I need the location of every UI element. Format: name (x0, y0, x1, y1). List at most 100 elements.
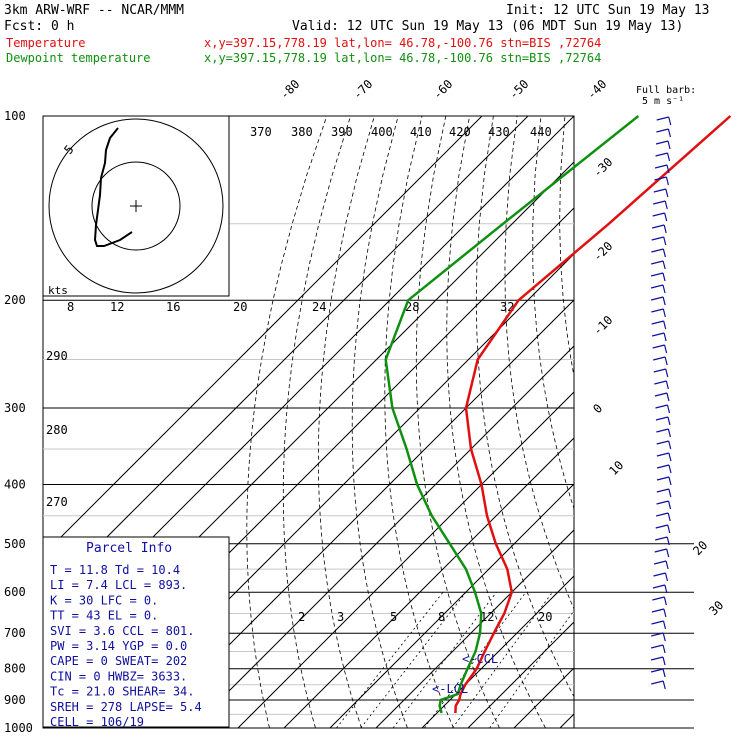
wind-barb (652, 344, 665, 349)
wind-barb-flag (665, 368, 669, 378)
wind-barb (654, 176, 667, 181)
parcel-info-row: SVI = 3.6 CCL = 801. (50, 624, 195, 638)
dewpoint-info: x,y=397.15,778.19 lat,lon= 46.78,-100.76… (204, 51, 601, 65)
wind-barb (654, 380, 667, 385)
adiabat-label: 430 (488, 125, 510, 139)
wind-barb (651, 248, 664, 253)
parcel-info-row: CIN = 0 HWBZ= 3633. (50, 669, 187, 683)
wind-barb (651, 632, 664, 637)
parcel-info-box: Parcel Info T = 11.8 Td = 10.4LI = 7.4 L… (42, 536, 230, 729)
wind-barb-flag (667, 500, 672, 510)
mixing-ratio-label: 2 (298, 610, 305, 624)
dry-adiabat (611, 116, 740, 728)
wind-barbs (650, 116, 672, 690)
wind-barb-flag (662, 296, 666, 306)
wind-barb (650, 296, 664, 301)
wind-barb-flag (668, 116, 672, 126)
wind-barb-flag (664, 572, 669, 582)
wind-barb (653, 572, 666, 577)
pressure-labels: 100 200 300 400 500 600 700 800 900 1000 (4, 109, 33, 735)
wind-barb (652, 224, 665, 229)
isotherm-line (237, 391, 574, 728)
hodograph-speed-label: 20 (233, 300, 247, 314)
wind-barb-flag (665, 176, 670, 186)
adiabat-label: 270 (46, 495, 68, 509)
temperature-profile-line (454, 115, 732, 714)
mixing-ratio-line (360, 591, 467, 728)
lcl-marker: <-LCL (432, 682, 468, 696)
pressure-tick-label: 400 (4, 477, 26, 491)
isotherm-tick-label: 20 (690, 538, 710, 558)
adiabat-label: 410 (410, 125, 432, 139)
dry-adiabat (559, 116, 574, 379)
wind-barb-flag (663, 224, 667, 234)
parcel-info-row: SREH = 278 LAPSE= 5.4 (50, 700, 202, 714)
wind-barb (654, 392, 668, 397)
isotherm-line (43, 116, 529, 602)
wind-barb (653, 188, 666, 193)
wind-barb (655, 416, 669, 421)
isotherm-tick-label: -60 (430, 77, 455, 102)
wind-barb (654, 548, 667, 553)
mixing-ratio-label: 12 (480, 610, 494, 624)
dry-adiabat (586, 116, 740, 728)
wind-barb-flag (663, 332, 667, 342)
wind-barb-flag (667, 128, 672, 138)
dry-adiabat (532, 116, 574, 510)
wind-barb (652, 596, 665, 601)
ccl-marker: <-CCL (462, 652, 498, 666)
wind-barb-flag (668, 464, 672, 474)
wind-barb-flag (662, 668, 666, 678)
temperature-label: Temperature (6, 36, 85, 50)
wind-barb-flag (663, 236, 667, 246)
isotherm-tick-label: 10 (606, 458, 626, 478)
wind-barb-flag (667, 140, 671, 150)
wind-barb (655, 524, 668, 529)
isotherm-line (283, 437, 574, 728)
adiabat-label: 290 (46, 349, 68, 363)
forecast-hour: Fcst: 0 h (4, 19, 74, 34)
wind-barb (653, 560, 667, 565)
dry-adiabat (732, 116, 740, 728)
wind-barb-flag (663, 596, 667, 606)
wind-barb-flag (668, 440, 672, 450)
wind-barb-flag (665, 560, 669, 570)
isotherm-tick-label: -10 (590, 313, 615, 338)
mixing-ratio-label: 3 (337, 610, 344, 624)
dewpoint-profile-line (384, 115, 640, 714)
wind-barb-flag (667, 512, 671, 522)
mixing-ratio-line (392, 591, 497, 728)
pressure-tick-label: 100 (4, 109, 26, 123)
hodograph-units: kts (48, 284, 68, 297)
wind-barb-flag (667, 428, 671, 438)
isotherm-line (145, 299, 574, 728)
wind-barb (651, 332, 665, 337)
isotherm-line (43, 116, 483, 556)
wind-barb (655, 404, 668, 409)
adiabat-label: 380 (291, 125, 313, 139)
hodograph-speed-label: 24 (312, 300, 326, 314)
adiabat-label: 440 (530, 125, 552, 139)
wind-barb (654, 164, 668, 169)
wind-barb (650, 272, 664, 277)
wind-barb (653, 200, 666, 205)
isotherm-tick-label: -80 (277, 77, 302, 102)
dewpoint-label: Dewpoint temperature (6, 51, 151, 65)
wind-barb (651, 608, 665, 613)
mixing-ratio-label: 5 (390, 610, 397, 624)
isotherm-line (467, 621, 574, 728)
isotherm-line (191, 345, 574, 728)
wind-barb-flag (666, 536, 670, 546)
valid-time: Valid: 12 UTC Sun 19 May 13 (06 MDT Sun … (292, 19, 683, 34)
pressure-tick-label: 300 (4, 401, 26, 415)
wind-barb-flag (667, 416, 671, 426)
wind-barb-flag (664, 200, 668, 210)
wind-barb-flag (668, 452, 672, 462)
wind-barb-flag (664, 356, 668, 366)
dry-adiabat (708, 116, 740, 728)
pressure-tick-label: 900 (4, 693, 26, 707)
wind-barb (656, 488, 669, 493)
pressure-tick-label: 200 (4, 293, 26, 307)
hodograph-speed-label: 32 (500, 300, 514, 314)
pressure-tick-label: 500 (4, 537, 26, 551)
